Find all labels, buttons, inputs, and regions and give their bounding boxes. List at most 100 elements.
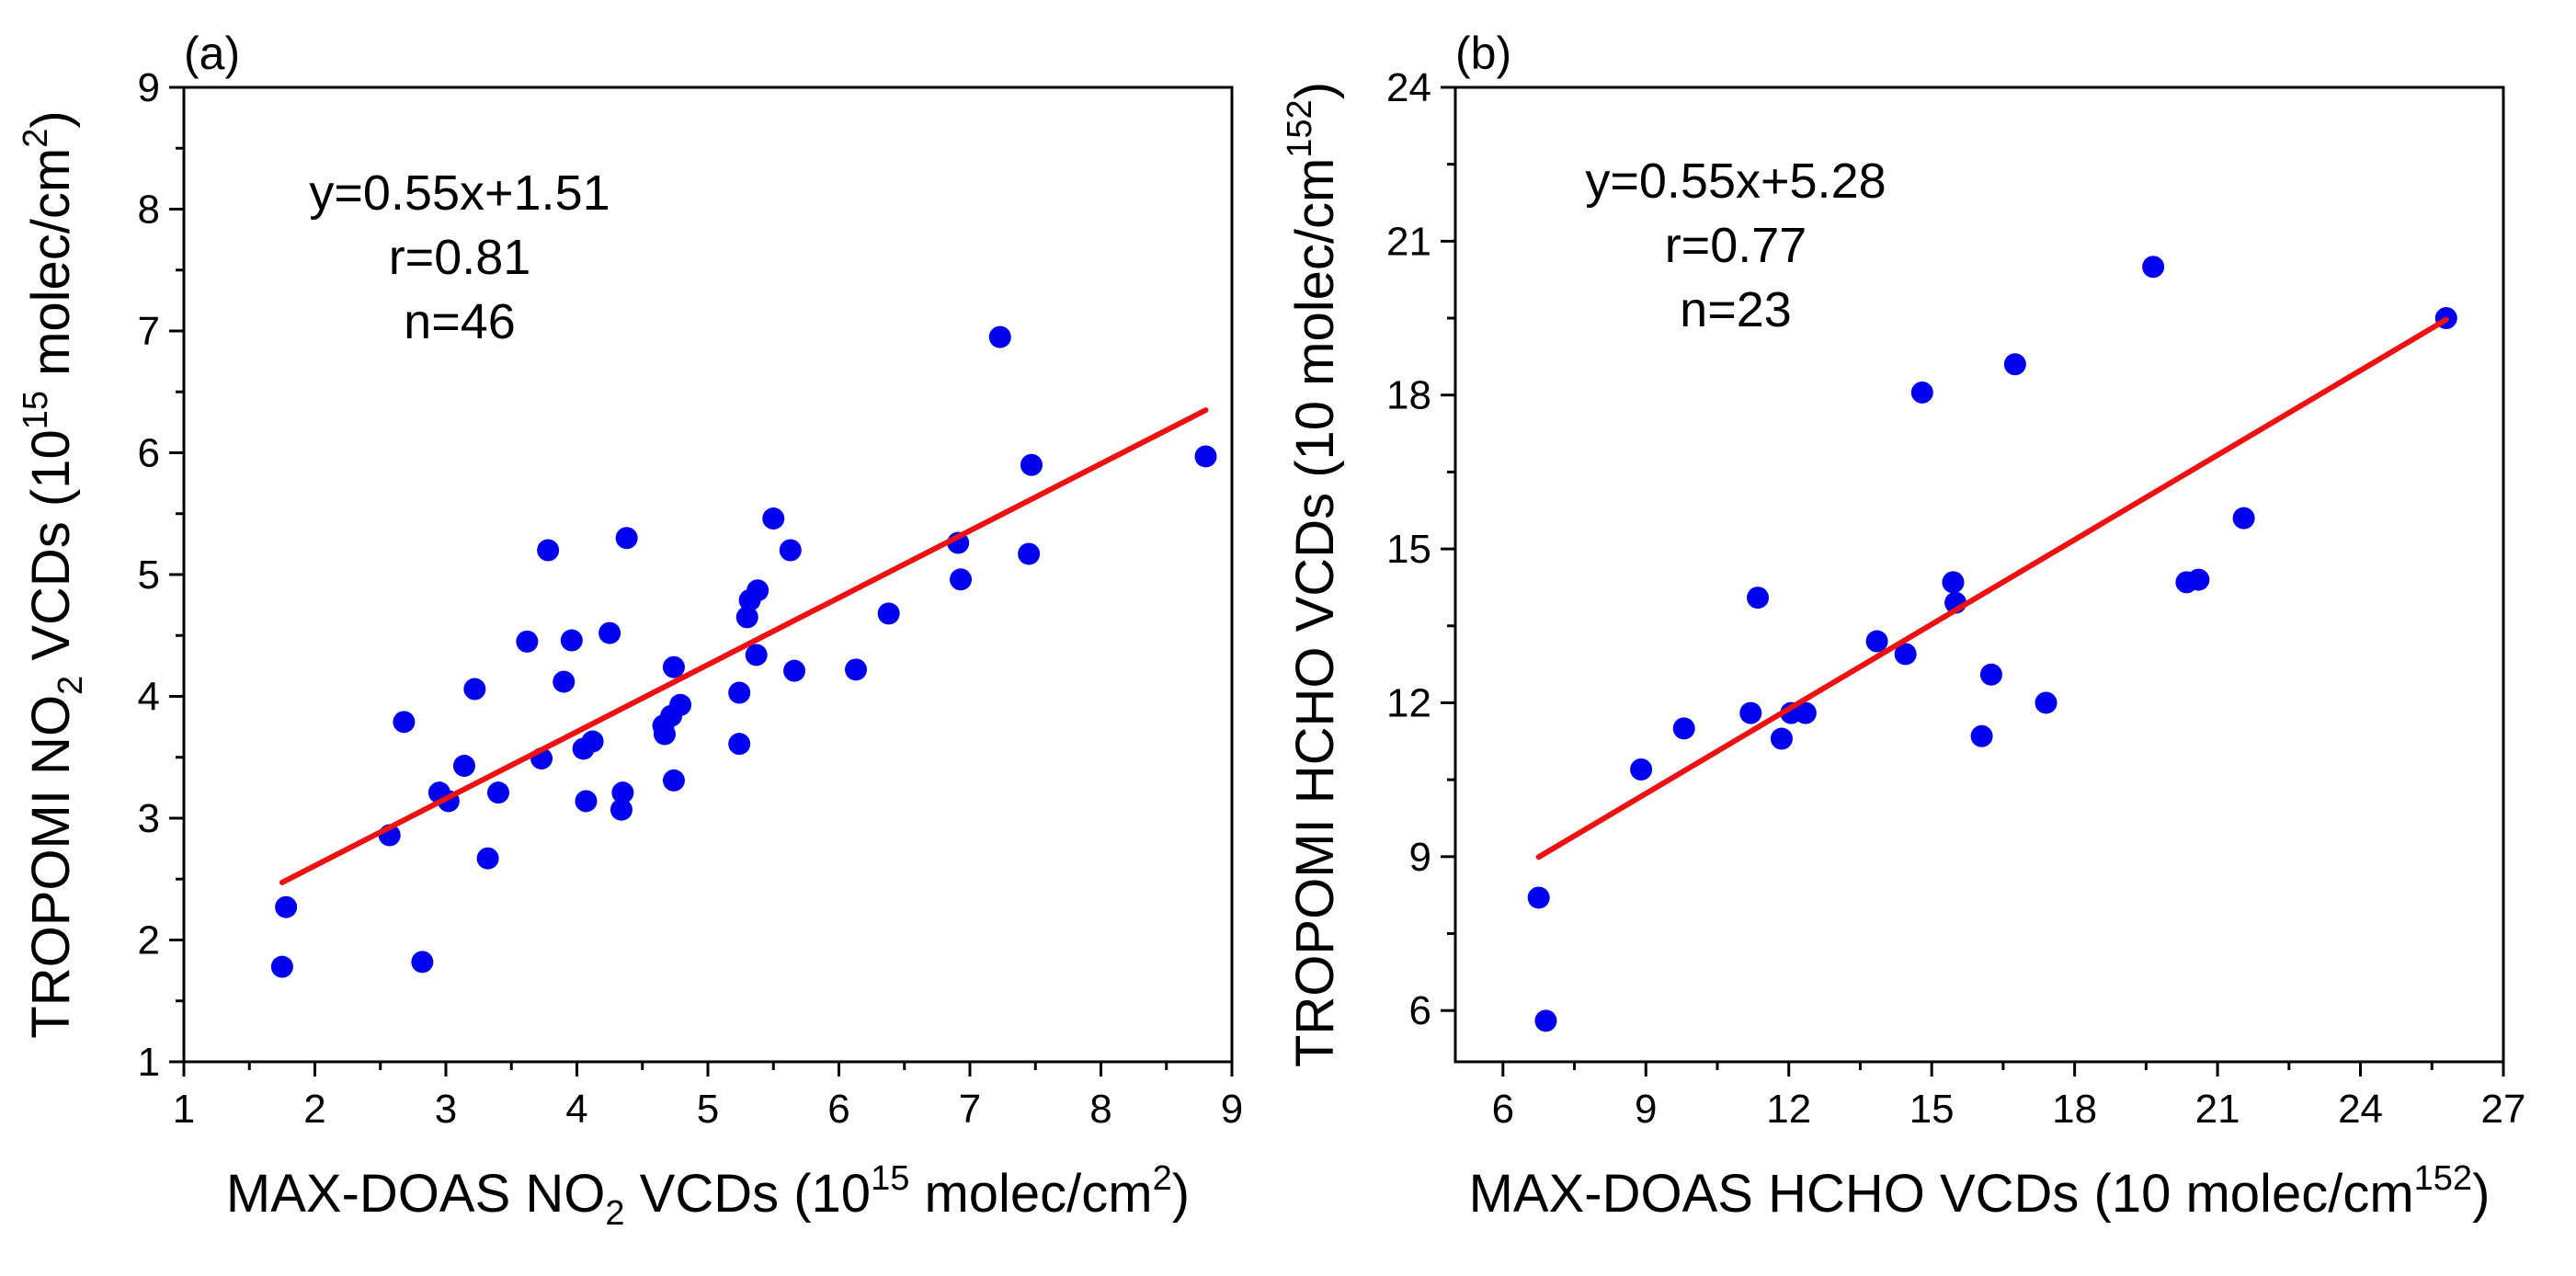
- scatter-point: [669, 693, 692, 716]
- scatter-point: [1630, 758, 1653, 780]
- scatter-point: [1770, 727, 1793, 750]
- y-tick-label: 6: [1409, 988, 1431, 1033]
- x-axis-title: MAX-DOAS HCHO VCDs (10 molec/cm152): [1469, 1159, 2491, 1224]
- plot-frame: [182, 85, 1234, 1064]
- y-tick-label: 15: [1386, 527, 1431, 572]
- scatter-point: [1942, 571, 1965, 594]
- x-tick-label: 7: [959, 1087, 981, 1132]
- y-tick-label: 24: [1386, 65, 1431, 110]
- x-axis-title: MAX-DOAS NO2 VCDs (1015 molec/cm2): [226, 1159, 1190, 1233]
- fit-line: [1535, 316, 2449, 860]
- x-tick-label: 24: [2338, 1087, 2383, 1132]
- y-tick-label: 2: [138, 918, 160, 963]
- stats-text: r=0.81: [389, 230, 531, 285]
- scatter-point: [598, 621, 621, 644]
- scatter-point: [747, 579, 769, 602]
- scatter-point: [411, 951, 434, 974]
- y-tick-label: 1: [138, 1040, 160, 1085]
- scatter-point: [1739, 701, 1762, 724]
- scatter-point: [1527, 886, 1550, 909]
- stats-text: y=0.55x+1.51: [309, 165, 610, 221]
- scatter-point: [735, 606, 758, 629]
- scatter-point: [516, 630, 539, 653]
- y-tick-label: 9: [138, 65, 160, 110]
- scatter-point: [452, 755, 475, 778]
- scatter-point: [1910, 381, 1933, 404]
- scatter-point: [1672, 717, 1695, 740]
- panel-a: 1 2 3 4 5 6 7 8 9 1 2 3 4 5 6 7 8 9 y=0.55x+1.51 r=0.81 n=46…: [17, 28, 1243, 1233]
- scatter-point: [2003, 353, 2026, 376]
- scatter-point: [779, 539, 802, 562]
- scatter-point: [487, 781, 509, 804]
- y-axis-title: TROPOMI HCHO VCDs (10 molec/cm152): [1281, 82, 1345, 1067]
- x-tick-label: 9: [1635, 1087, 1657, 1132]
- scatter-point: [745, 644, 768, 666]
- x-tick-label: 5: [697, 1087, 719, 1132]
- scatter-point: [537, 539, 560, 562]
- stats-text: r=0.77: [1665, 218, 1807, 273]
- scatter-point: [1194, 445, 1217, 468]
- panel-b: 6 9 12 15 18 21 24 27 6 9 12 15 18 21 24 y=0.55x+5.28 r=…: [1281, 28, 2525, 1224]
- x-tick-label: 21: [2195, 1087, 2240, 1132]
- stats-text: n=23: [1680, 282, 1792, 337]
- scatter-point: [463, 678, 486, 701]
- x-tick-label: 2: [303, 1087, 325, 1132]
- scatter-point: [1020, 453, 1043, 476]
- scatter-point: [662, 769, 685, 792]
- scatter-point: [988, 325, 1011, 348]
- scatter-point: [1018, 542, 1041, 565]
- scatter-point: [476, 847, 499, 870]
- scatter-point: [2232, 507, 2255, 530]
- y-tick-label: 9: [1409, 835, 1431, 880]
- scatter-point: [615, 527, 638, 550]
- panel-label: (a): [184, 28, 240, 79]
- y-tick-label: 12: [1386, 680, 1431, 725]
- x-tick-label: 9: [1221, 1087, 1243, 1132]
- scatter-point: [1534, 1009, 1557, 1032]
- x-tick-label: 8: [1089, 1087, 1111, 1132]
- scatter-point: [950, 568, 973, 591]
- x-tick-label: 27: [2481, 1087, 2526, 1132]
- scatter-point: [653, 723, 676, 746]
- scatter-point: [877, 602, 900, 625]
- scatter-point: [1747, 587, 1770, 610]
- y-tick-label: 3: [138, 796, 160, 841]
- scatter-point: [662, 655, 685, 678]
- scatter-point: [611, 781, 634, 804]
- x-tick-label: 6: [827, 1087, 849, 1132]
- scatter-point: [1794, 701, 1817, 724]
- scatter-point: [560, 629, 583, 652]
- scatter-point: [728, 733, 751, 756]
- x-tick-label: 6: [1492, 1087, 1514, 1132]
- y-tick-label: 6: [138, 431, 160, 476]
- scatter-point: [581, 730, 604, 753]
- x-tick-label: 3: [435, 1087, 457, 1132]
- scatter-point: [393, 711, 416, 734]
- scatter-point: [728, 681, 751, 704]
- y-tick-label: 4: [138, 675, 160, 720]
- y-tick-label: 21: [1386, 219, 1431, 264]
- scatter-point: [762, 507, 785, 530]
- scatter-point: [1979, 663, 2002, 686]
- y-tick-label: 7: [138, 309, 160, 354]
- scatter-point: [1865, 630, 1888, 653]
- x-tick-label: 15: [1909, 1087, 1955, 1132]
- y-tick-label: 8: [138, 188, 160, 233]
- scatter-point: [575, 790, 598, 813]
- scatter-point: [275, 895, 298, 918]
- scatter-point: [610, 798, 633, 821]
- scatter-point: [845, 658, 868, 681]
- x-tick-label: 18: [2052, 1087, 2097, 1132]
- scatter-point: [2142, 256, 2165, 279]
- scatter-point: [2187, 568, 2210, 591]
- y-tick-label: 5: [138, 553, 160, 598]
- x-tick-label: 12: [1766, 1087, 1811, 1132]
- scatter-point: [553, 670, 576, 693]
- scatter-point: [1970, 724, 1993, 747]
- fit-line: [279, 407, 1209, 885]
- panel-label: (b): [1455, 28, 1511, 79]
- scatter-point: [270, 955, 293, 978]
- scatter-point: [783, 659, 806, 682]
- plot-frame: [1453, 85, 2505, 1064]
